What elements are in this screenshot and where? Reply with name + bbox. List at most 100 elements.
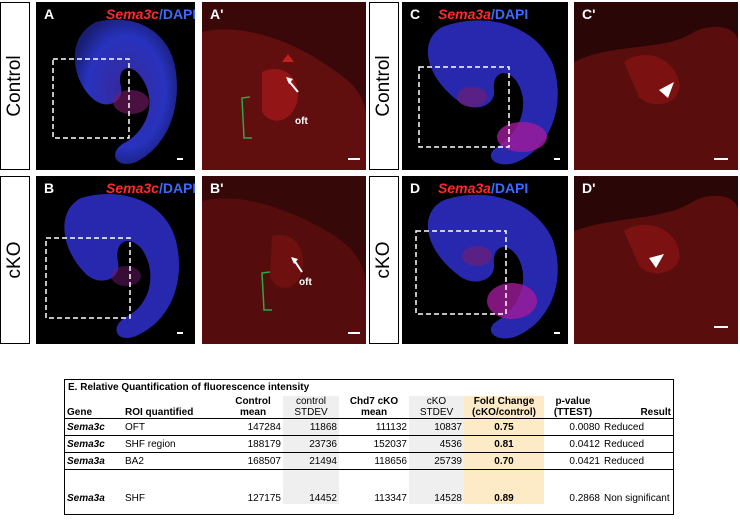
cell-cko-mean: 111132 — [339, 418, 409, 436]
panel-c-prime-image: C' — [574, 2, 738, 170]
panel-letter: A — [44, 6, 55, 22]
gene-name: Sema3c — [106, 6, 159, 22]
cell-roi: BA2 — [123, 452, 223, 470]
panel-d-embryo-image: D Sema3a/DAPI — [402, 176, 568, 344]
cell-cko-stdev: 25739 — [409, 452, 464, 470]
dapi-label: DAPI — [162, 180, 195, 196]
slash: / — [158, 180, 163, 196]
gene-name: Sema3c — [106, 180, 159, 196]
table-row: Sema3c SHF region 188179 23736 152037 45… — [65, 435, 673, 453]
slash: / — [158, 6, 163, 22]
cell-gene: Sema3c — [65, 435, 123, 453]
panel-letter: B — [44, 180, 55, 196]
panel-stain-title: Sema3c/DAPI — [106, 180, 195, 196]
cell-control-mean: 127175 — [223, 469, 283, 504]
col-header-cko-stdev: cKO STDEV — [409, 396, 464, 419]
cell-cko-mean: 113347 — [339, 469, 409, 504]
panel-d-prime-image: D' — [574, 176, 738, 344]
panel-letter: A' — [210, 6, 224, 22]
oft-label: oft — [295, 116, 308, 127]
row-label-control-right: Control — [369, 2, 399, 170]
table-row: Sema3c OFT 147284 11868 111132 10837 0.7… — [65, 418, 673, 436]
panel-letter: D' — [582, 180, 596, 196]
row-label-text: Control — [373, 55, 394, 117]
cell-gene: Sema3a — [65, 452, 123, 470]
table-header-row: Gene ROI quantified Control mean control… — [65, 396, 673, 419]
slash: / — [490, 180, 495, 196]
col-header-roi: ROI quantified — [125, 407, 194, 418]
cell-cko-stdev: 4536 — [409, 435, 464, 453]
cell-fold-change: 0.75 — [464, 418, 544, 436]
gene-name: Sema3a — [438, 6, 491, 22]
cell-pvalue: 0.0412 — [544, 435, 602, 453]
cell-control-stdev: 11868 — [283, 418, 339, 436]
col-header-control-mean: Control mean — [235, 396, 271, 418]
col-header-gene: Gene — [67, 407, 93, 418]
scale-bar — [348, 158, 360, 160]
panel-letter: C' — [582, 6, 596, 22]
cell-cko-mean: 118656 — [339, 452, 409, 470]
cell-control-stdev: 14452 — [283, 469, 339, 504]
row-label-text: cKO — [373, 241, 394, 279]
row-label-cko-left: cKO — [0, 176, 30, 344]
cell-fold-change: 0.81 — [464, 435, 544, 453]
scale-bar — [554, 158, 560, 160]
panel-letter: C — [410, 6, 421, 22]
cell-fold-change: 0.70 — [464, 452, 544, 470]
cell-roi: OFT — [123, 418, 223, 436]
dapi-label: DAPI — [162, 6, 195, 22]
row-label-control-left: Control — [0, 2, 30, 170]
oft-label: oft — [299, 277, 312, 288]
table-title: E. Relative Quantification of fluorescen… — [68, 382, 310, 393]
cell-cko-stdev: 14528 — [409, 469, 464, 504]
panel-a-embryo-image: A Sema3c/DAPI — [36, 2, 195, 170]
table-row: Sema3a BA2 168507 21494 118656 25739 0.7… — [65, 452, 673, 470]
slash: / — [490, 6, 495, 22]
cell-result: Non significant — [602, 469, 673, 504]
panel-letter: B' — [210, 180, 224, 196]
quantification-table-panel: E. Relative Quantification of fluorescen… — [64, 379, 674, 515]
gene-name: Sema3a — [438, 180, 491, 196]
cell-fold-change: 0.89 — [464, 469, 544, 504]
dapi-label: DAPI — [494, 6, 529, 22]
cell-result: Reduced — [602, 452, 673, 470]
panel-stain-title: Sema3c/DAPI — [106, 6, 195, 22]
panel-letter: D — [410, 180, 421, 196]
cell-control-mean: 188179 — [223, 435, 283, 453]
scale-bar — [554, 332, 560, 334]
panel-a-prime-image: A' oft — [202, 2, 366, 170]
cell-gene: Sema3c — [65, 418, 123, 436]
cell-control-stdev: 21494 — [283, 452, 339, 470]
cell-cko-mean: 152037 — [339, 435, 409, 453]
cell-result: Reduced — [602, 435, 673, 453]
panel-stain-title: Sema3a/DAPI — [438, 180, 528, 196]
cell-gene: Sema3a — [65, 469, 123, 504]
panel-stain-title: Sema3a/DAPI — [438, 6, 528, 22]
scale-bar — [714, 158, 728, 160]
row-label-text: cKO — [4, 241, 25, 279]
cell-roi: SHF region — [123, 435, 223, 453]
cell-pvalue: 0.0080 — [544, 418, 602, 436]
scale-bar — [714, 326, 728, 328]
cell-pvalue: 0.0421 — [544, 452, 602, 470]
cell-roi: SHF — [123, 469, 223, 504]
scale-bar — [348, 332, 360, 334]
row-label-cko-right: cKO — [369, 176, 399, 344]
dapi-label: DAPI — [494, 180, 529, 196]
cell-result: Reduced — [602, 418, 673, 436]
cell-control-mean: 147284 — [223, 418, 283, 436]
row-label-text: Control — [4, 55, 25, 117]
col-header-cko-mean: Chd7 cKO mean — [349, 396, 399, 418]
cell-control-mean: 168507 — [223, 452, 283, 470]
panel-b-prime-image: B' oft — [202, 176, 366, 344]
col-header-pvalue: p-value (TTEST) — [553, 396, 593, 418]
cell-cko-stdev: 10837 — [409, 418, 464, 436]
panel-b-embryo-image: B Sema3c/DAPI — [36, 176, 195, 344]
panel-c-embryo-image: C Sema3a/DAPI — [402, 2, 568, 170]
col-header-result: Result — [640, 407, 671, 418]
col-header-fold-change: Fold Change (cKO/control) — [464, 396, 544, 419]
table-row: Sema3a SHF 127175 14452 113347 14528 0.8… — [65, 469, 673, 504]
cell-control-stdev: 23736 — [283, 435, 339, 453]
cell-pvalue: 0.2868 — [544, 469, 602, 504]
quantification-table: Gene ROI quantified Control mean control… — [65, 396, 673, 504]
